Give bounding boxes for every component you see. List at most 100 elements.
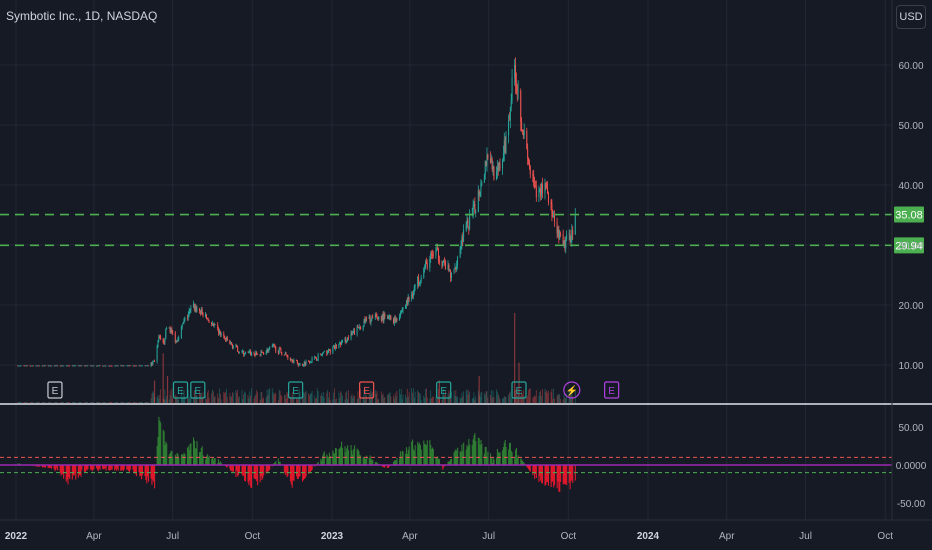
- volume-bar: [254, 395, 256, 403]
- volume-bar: [134, 402, 136, 403]
- volume-bar: [80, 402, 82, 403]
- volume-spike: [438, 380, 440, 403]
- volume-bar: [401, 399, 403, 403]
- osc-bar: [556, 465, 558, 489]
- volume-bar: [413, 397, 415, 403]
- candle-body: [31, 365, 33, 367]
- volume-bar: [116, 402, 118, 403]
- volume-bar: [554, 398, 555, 403]
- volume-bar: [190, 394, 192, 403]
- osc-bar: [341, 441, 343, 465]
- osc-bar: [208, 455, 210, 465]
- candle-body: [362, 326, 364, 330]
- candle-body: [224, 336, 226, 338]
- volume-bar: [502, 398, 503, 403]
- currency-button[interactable]: USD: [896, 5, 926, 29]
- osc-bar: [153, 465, 155, 482]
- osc-bar: [129, 465, 131, 470]
- candle-body: [504, 140, 506, 153]
- volume-bar: [183, 389, 185, 403]
- candle-body: [206, 318, 208, 320]
- osc-bar: [553, 465, 555, 488]
- candle-body: [287, 356, 289, 359]
- candle-body: [41, 365, 43, 367]
- candle-body: [423, 268, 425, 278]
- osc-bar: [17, 463, 19, 465]
- volume-bar: [533, 397, 535, 403]
- osc-bar: [98, 465, 100, 470]
- volume-bar: [139, 402, 141, 403]
- candle-body: [140, 365, 142, 367]
- volume-bar: [31, 402, 32, 403]
- osc-bar: [81, 465, 83, 470]
- osc-bar: [141, 465, 143, 476]
- osc-bar: [296, 465, 298, 477]
- volume-bar: [256, 390, 258, 403]
- osc-bar: [84, 465, 86, 473]
- volume-bar: [232, 392, 233, 403]
- osc-bar: [201, 446, 203, 465]
- osc-bar: [516, 457, 518, 465]
- osc-bar: [346, 448, 348, 465]
- candle-body: [292, 361, 294, 363]
- osc-bar: [471, 444, 473, 465]
- volume-bar: [366, 395, 368, 403]
- osc-bar: [268, 465, 270, 471]
- volume-bar: [375, 393, 377, 403]
- volume-bar: [402, 394, 404, 403]
- candle-body: [303, 362, 305, 365]
- candle-body: [571, 230, 573, 241]
- candle-body: [127, 365, 129, 367]
- osc-bar: [308, 465, 311, 474]
- volume-bar: [475, 396, 477, 403]
- x-tick-label: Jul: [166, 531, 179, 542]
- volume-bar: [65, 402, 67, 403]
- candle-body: [455, 267, 457, 270]
- volume-bar: [214, 396, 216, 403]
- osc-bar: [436, 457, 438, 465]
- flash-event-icon: [563, 381, 581, 399]
- osc-bar: [49, 465, 51, 468]
- osc-bar: [291, 465, 293, 488]
- osc-bar: [545, 465, 547, 485]
- volume-bar: [473, 392, 475, 403]
- candle-body: [547, 187, 549, 194]
- osc-bar: [247, 465, 249, 483]
- candle-body: [56, 365, 58, 367]
- x-tick-label: 2024: [637, 531, 660, 542]
- osc-bar: [350, 445, 352, 465]
- candle-body: [387, 315, 389, 319]
- volume-bar: [381, 395, 383, 403]
- volume-bar: [419, 393, 421, 403]
- candle-body: [200, 309, 202, 314]
- volume-bar: [504, 396, 506, 403]
- volume-bar: [160, 389, 161, 403]
- osc-bar: [386, 465, 389, 469]
- volume-bar: [242, 399, 244, 403]
- volume-bar: [18, 402, 19, 403]
- volume-bar: [564, 397, 566, 403]
- volume-bar: [311, 391, 313, 403]
- candle-body: [26, 365, 28, 367]
- osc-bar: [176, 452, 178, 465]
- candle-body: [315, 356, 317, 359]
- candle-body: [171, 329, 173, 332]
- volume-bar: [247, 395, 249, 403]
- candle-body: [24, 365, 26, 367]
- x-tick-label: Apr: [86, 531, 102, 542]
- candle-body: [341, 340, 343, 342]
- volume-bar: [273, 394, 275, 403]
- osc-bar: [108, 465, 110, 471]
- candle-body: [486, 155, 488, 166]
- osc-bar: [111, 465, 113, 470]
- osc-bar: [490, 458, 492, 465]
- volume-bar: [412, 392, 413, 403]
- osc-bar: [467, 446, 469, 465]
- candle-body: [407, 297, 409, 304]
- volume-bar: [102, 402, 103, 403]
- osc-bar: [193, 440, 195, 465]
- osc-bar: [408, 446, 410, 465]
- event-marker-label: E: [292, 386, 299, 397]
- candle-body: [429, 258, 431, 269]
